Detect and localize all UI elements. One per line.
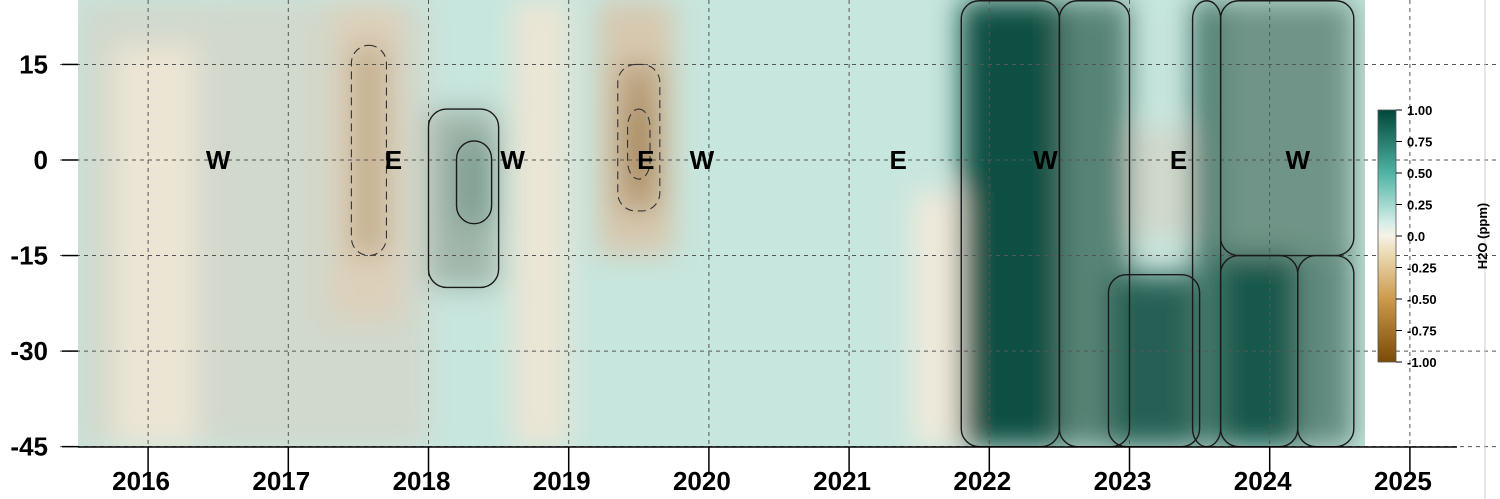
phase-label: W (206, 145, 231, 175)
contour-line (455, 140, 493, 225)
plot-area (78, 0, 1365, 447)
field-cell (1108, 274, 1200, 447)
field-cell (351, 45, 387, 256)
phase-label: E (889, 145, 906, 175)
colorbar: 1.000.750.500.250.0-0.25-0.50-0.75-1.00 … (1377, 103, 1490, 370)
colorbar-ticks: 1.00 0.75 0.50 0.25 0.0 -0.25 -0.50 -0.75 -1.00 (1396, 103, 1437, 370)
field-cell (1220, 0, 1354, 256)
colorbar-label: H2O (ppm) (1475, 203, 1490, 269)
contour-line (350, 44, 387, 257)
colorbar-tick-label: 0.50 (1407, 166, 1432, 181)
y-axis-ticks: 15 0 -15 -30 -45 (10, 49, 78, 462)
y-tick-label: 0 (34, 145, 48, 175)
field-cell (961, 0, 1060, 447)
colorbar-tick-label: 0.75 (1407, 135, 1432, 150)
contour-line (627, 108, 651, 180)
x-tick-label: 2023 (1094, 466, 1152, 496)
colorbar-tick-label: -1.00 (1407, 355, 1437, 370)
phase-label: W (1285, 145, 1310, 175)
field-cell (627, 109, 651, 180)
x-tick-label: 2019 (533, 466, 591, 496)
phase-label: W (500, 145, 525, 175)
colorbar-tick-label: -0.25 (1407, 261, 1437, 276)
phase-label: W (1033, 145, 1058, 175)
x-tick-label: 2018 (393, 466, 451, 496)
x-axis-ticks: 2016 2017 2018 2019 2020 2021 2022 2023 2024 2025 (112, 447, 1432, 496)
colorbar-tick-label: -0.75 (1407, 324, 1437, 339)
field-cell (512, 0, 569, 447)
colorbar-tick-label: 0.0 (1407, 229, 1425, 244)
y-tick-label: -15 (10, 241, 48, 271)
x-tick-label: 2020 (673, 466, 731, 496)
x-tick-label: 2021 (813, 466, 871, 496)
y-tick-label: -45 (10, 432, 48, 462)
x-tick-label: 2024 (1234, 466, 1292, 496)
contour-line (1219, 0, 1355, 257)
x-tick-label: 2017 (252, 466, 310, 496)
phase-label: E (385, 145, 402, 175)
field-cell (113, 45, 198, 447)
phase-label: W (690, 145, 715, 175)
colorbar-tick-label: 0.25 (1407, 198, 1432, 213)
field-cell (1192, 0, 1221, 447)
y-tick-label: 15 (19, 49, 48, 79)
colorbar-tick-label: 1.00 (1407, 103, 1432, 118)
phase-label: E (1170, 145, 1187, 175)
colorbar-gradient (1377, 109, 1397, 363)
field-cell (456, 140, 492, 224)
contour-line (617, 63, 661, 212)
x-tick-label: 2016 (112, 466, 170, 496)
colorbar-tick-label: -0.50 (1407, 292, 1437, 307)
x-tick-label: 2025 (1374, 466, 1432, 496)
y-tick-label: -30 (10, 336, 48, 366)
contour-line (427, 108, 500, 289)
phase-label: E (637, 145, 654, 175)
x-tick-label: 2022 (953, 466, 1011, 496)
